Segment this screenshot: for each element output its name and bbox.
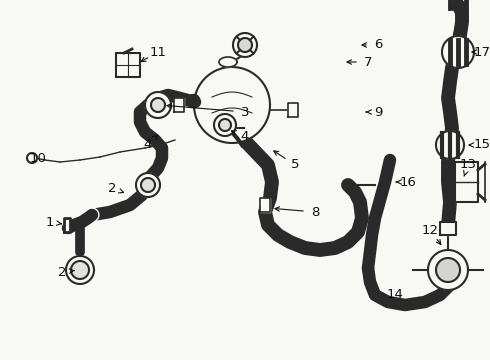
Circle shape [233, 33, 257, 57]
Text: 4: 4 [144, 139, 152, 152]
Text: 2: 2 [108, 181, 116, 194]
Text: 6: 6 [374, 39, 382, 51]
Text: 13: 13 [460, 158, 476, 171]
Circle shape [428, 250, 468, 290]
Circle shape [71, 261, 89, 279]
Circle shape [27, 153, 37, 163]
Text: 2: 2 [58, 266, 66, 279]
Text: 17: 17 [473, 45, 490, 58]
Polygon shape [174, 98, 184, 112]
Text: 10: 10 [29, 152, 47, 165]
Text: 5: 5 [291, 158, 299, 171]
Ellipse shape [219, 57, 237, 67]
Circle shape [151, 98, 165, 112]
Polygon shape [455, 162, 478, 202]
Circle shape [436, 131, 464, 159]
Circle shape [214, 114, 236, 136]
Text: 15: 15 [473, 139, 490, 152]
Text: 11: 11 [149, 45, 167, 58]
Circle shape [238, 38, 252, 52]
Text: 1: 1 [46, 216, 54, 229]
Circle shape [436, 258, 460, 282]
Circle shape [141, 178, 155, 192]
Text: 16: 16 [399, 175, 416, 189]
Polygon shape [194, 67, 270, 143]
Text: 8: 8 [311, 206, 319, 219]
Text: 3: 3 [241, 105, 249, 118]
Circle shape [136, 173, 160, 197]
Circle shape [219, 119, 231, 131]
Polygon shape [64, 218, 70, 232]
Circle shape [66, 256, 94, 284]
Text: 14: 14 [387, 288, 403, 302]
Circle shape [145, 92, 171, 118]
Polygon shape [440, 222, 456, 235]
Polygon shape [116, 53, 140, 77]
Text: 9: 9 [374, 105, 382, 118]
Polygon shape [260, 198, 270, 212]
Text: 12: 12 [421, 224, 439, 237]
Circle shape [442, 36, 474, 68]
Polygon shape [288, 103, 298, 117]
Text: 4: 4 [241, 130, 249, 144]
Text: 7: 7 [364, 55, 372, 68]
